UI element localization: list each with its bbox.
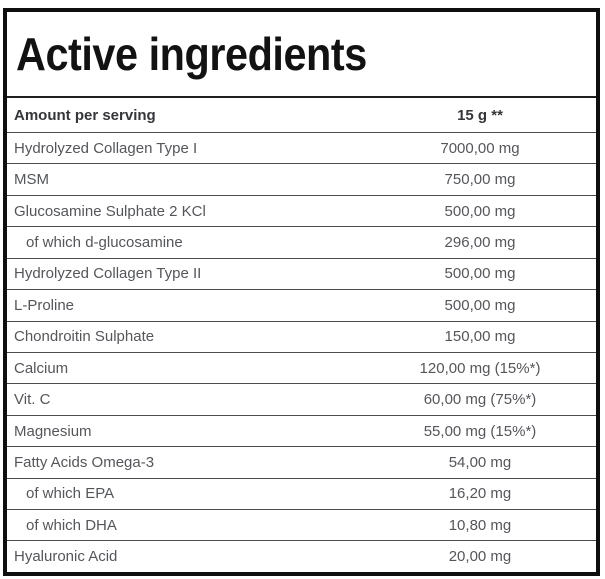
ingredient-amount: 120,00 mg (15%*) (419, 359, 541, 377)
table-row-sub: of which d-glucosamine 296,00 mg (7, 227, 596, 259)
table-row: Chondroitin Sulphate 150,00 mg (7, 322, 596, 353)
ingredient-amount: 750,00 mg (444, 171, 516, 189)
ingredient-name: of which d-glucosamine (26, 233, 183, 251)
header-amount-per-serving: Amount per serving (14, 106, 156, 124)
table-row: L-Proline 500,00 mg (7, 290, 596, 322)
ingredient-amount: 500,00 mg (444, 265, 516, 283)
ingredient-amount: 150,00 mg (444, 328, 516, 346)
ingredient-amount: 54,00 mg (448, 453, 512, 471)
table-row: Hyaluronic Acid 20,00 mg (7, 541, 596, 571)
ingredient-name: Vit. C (14, 391, 51, 409)
ingredient-name: Glucosamine Sulphate 2 KCl (14, 202, 206, 220)
ingredient-name: Magnesium (14, 422, 92, 440)
page-title: Active ingredients (16, 28, 367, 80)
ingredient-amount: 500,00 mg (444, 202, 516, 220)
ingredient-amount: 60,00 mg (75%*) (423, 391, 537, 409)
header-serving-size: 15 g ** (457, 106, 503, 124)
ingredient-name: Hydrolyzed Collagen Type I (14, 139, 198, 157)
ingredient-name: of which EPA (26, 485, 115, 503)
table-row-sub: of which DHA 10,80 mg (7, 510, 596, 542)
ingredient-name: Hyaluronic Acid (14, 548, 118, 566)
ingredient-name: Calcium (14, 359, 69, 377)
ingredient-name: MSM (14, 171, 49, 189)
ingredient-amount: 16,20 mg (448, 485, 512, 503)
table-row: Calcium 120,00 mg (15%*) (7, 353, 596, 385)
ingredient-rows: Hydrolyzed Collagen Type I 7000,00 mg MS… (7, 133, 596, 572)
ingredient-amount: 296,00 mg (444, 233, 516, 251)
table-header-row: Amount per serving 15 g ** (7, 98, 596, 133)
active-ingredients-panel: Active ingredients Amount per serving 15… (3, 8, 600, 576)
table-row: Glucosamine Sulphate 2 KCl 500,00 mg (7, 196, 596, 228)
table-row: MSM 750,00 mg (7, 164, 596, 196)
table-row-sub: of which EPA 16,20 mg (7, 479, 596, 511)
ingredient-amount: 20,00 mg (448, 548, 512, 566)
table-row: Hydrolyzed Collagen Type I 7000,00 mg (7, 133, 596, 165)
panel-title-area: Active ingredients (7, 12, 596, 98)
table-row: Vit. C 60,00 mg (75%*) (7, 384, 596, 416)
ingredient-amount: 55,00 mg (15%*) (423, 422, 537, 440)
ingredient-name: of which DHA (26, 516, 117, 534)
ingredient-name: Fatty Acids Omega-3 (14, 453, 155, 471)
ingredient-amount: 500,00 mg (444, 296, 516, 314)
table-row: Magnesium 55,00 mg (15%*) (7, 416, 596, 448)
ingredient-amount: 7000,00 mg (440, 139, 520, 157)
table-row: Hydrolyzed Collagen Type II 500,00 mg (7, 259, 596, 291)
table-row: Fatty Acids Omega-3 54,00 mg (7, 447, 596, 479)
ingredient-amount: 10,80 mg (448, 516, 512, 534)
ingredient-name: Hydrolyzed Collagen Type II (14, 265, 202, 283)
ingredient-name: Chondroitin Sulphate (14, 328, 155, 346)
ingredient-name: L-Proline (14, 296, 75, 314)
